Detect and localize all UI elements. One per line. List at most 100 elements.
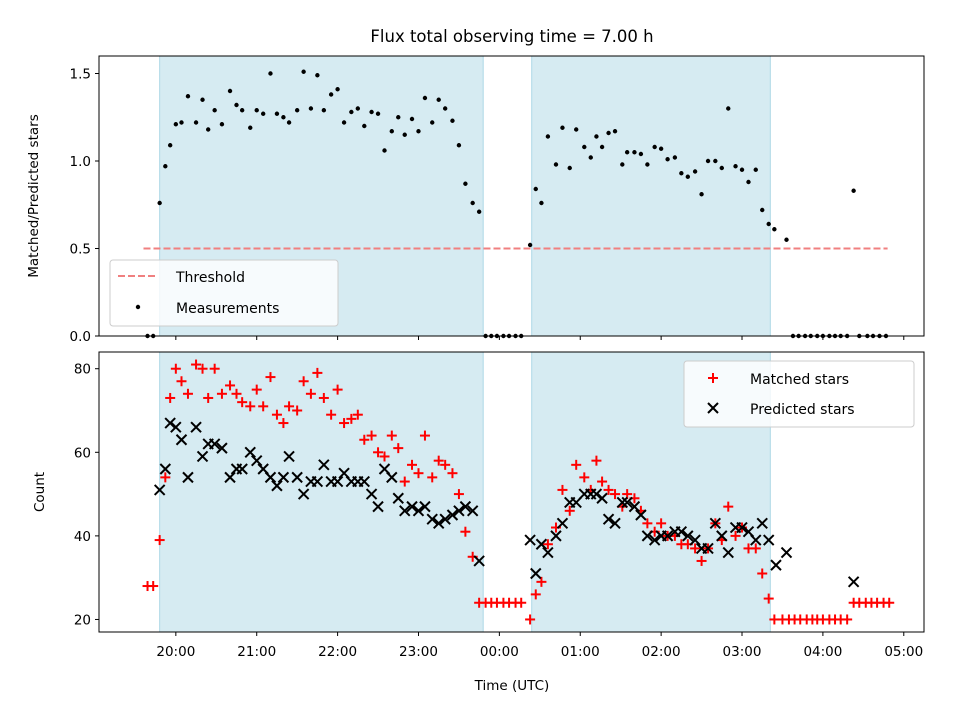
measurement-point [527,242,533,248]
predicted-star-point [365,488,378,500]
matched-star-point [373,447,384,458]
predicted-star-point [159,463,172,475]
predicted-star-point [847,576,860,588]
measurement-point [200,97,205,102]
predicted-star-point [602,513,615,525]
matched-star-point [284,401,295,412]
y-tick-label: 1.5 [70,67,91,83]
measurement-point [416,129,421,134]
matched-star-point [427,472,438,483]
predicted-star-point [556,517,569,530]
measurement-point [784,237,789,242]
matched-star-point [557,484,568,495]
y-tick-label: 1.0 [70,154,91,170]
measurement-point [301,69,306,74]
predicted-star-point [170,421,182,433]
matched-star-point [359,434,370,445]
measurement-point [321,108,327,113]
matched-star-point [440,459,451,470]
predicted-star-point [190,421,202,433]
measurement-point [227,88,233,94]
predicted-star-point [689,534,701,546]
bottom-panel: 20:00 21:00 22:00 23:00 00:00 01:00 02:00 03:00… [32,351,925,694]
predicted-star-point [175,434,188,446]
predicted-star-point [542,546,554,559]
measurement-point [308,106,314,111]
matched-star-point [237,397,248,408]
measurement-point [430,120,435,125]
predicted-star-point [661,530,674,542]
matched-star-point [245,401,256,412]
measurement-point [422,95,428,101]
measurement-point [442,106,448,111]
matched-star-point [160,472,171,483]
measurement-point [234,102,239,108]
measurement-point [851,188,856,193]
measurement-point [248,125,253,130]
measurement-point [766,221,771,227]
predicted-star-point [164,417,176,429]
predicted-star-point [153,484,166,496]
predicted-star-point [524,534,536,546]
matched-star-point [730,530,741,541]
matched-star-point [884,597,895,608]
predicted-star-point [358,475,371,488]
bottom-legend: Matched stars Predicted stars [683,360,915,428]
measurement-point [362,123,367,129]
measurement-point [409,116,415,122]
measurement-point [560,125,565,130]
matched-star-point [453,489,464,500]
x-tick-label: 04:00 [803,644,842,660]
matched-star-point [148,581,159,592]
measurement-point [624,150,630,155]
predicted-star-point [641,530,654,542]
matched-star-point [842,614,853,625]
measurement-point [328,92,334,97]
matched-star-point [326,409,337,420]
predicted-star-point [244,446,256,459]
measurement-point [705,158,711,164]
predicted-star-point [621,496,633,509]
matched-star-point [597,476,608,487]
matched-star-point [366,430,377,441]
measurement-point [539,200,544,206]
predicted-star-point [406,500,418,513]
predicted-star-point [419,500,431,513]
measurement-point [355,106,361,111]
predicted-star-point [318,459,330,471]
predicted-star-point [426,513,438,525]
predicted-star-point [709,517,722,530]
matched-star-point [591,455,602,466]
predicted-star-point [311,475,324,488]
matched-star-point [564,505,575,516]
measurement-point [268,71,273,76]
bottom-panel-frame [98,351,925,633]
legend-predicted-label: Predicted stars [750,402,855,418]
measurement-point [274,111,280,116]
predicted-star-point [756,517,768,530]
matched-star-point [209,363,220,374]
measurement-point [470,200,475,206]
predicted-star-point [224,471,236,484]
x-tick-label: 03:00 [723,644,762,660]
matched-star-point [203,392,214,403]
matched-star-point [433,455,444,466]
measurement-point [163,164,168,169]
y-tick-label: 20 [74,612,91,628]
predicted-star-point [196,450,209,463]
measurement-point [476,209,482,214]
matched-star-point [265,372,276,383]
predicted-star-point [399,505,411,517]
y-tick-label: 60 [74,445,91,461]
measurement-point [167,143,173,148]
x-axis-label: Time (UTC) [474,678,550,694]
predicted-star-point [271,480,283,492]
predicted-star-point [386,471,398,484]
predicted-star-point [609,517,621,530]
matched-star-point [305,388,316,399]
y-tick-label: 80 [74,362,91,378]
x-tick-label: 20:00 [156,644,195,660]
x-tick-label: 05:00 [884,644,923,660]
predicted-star-point [459,500,472,513]
predicted-star-point [648,534,661,546]
